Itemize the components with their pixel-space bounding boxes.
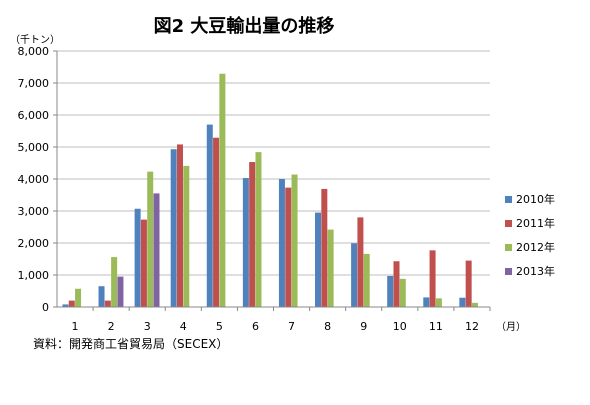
x-tick-labels: 1 2 3 4 5 6 7 8 9 10 11 12 <box>72 320 479 333</box>
legend-label: 2012年 <box>516 240 555 254</box>
y-tick-label: 6,000 <box>18 109 50 122</box>
bar <box>242 178 249 307</box>
chart-title: 図2 大豆輸出量の推移 <box>154 15 335 37</box>
bar <box>219 73 226 307</box>
bar <box>104 300 111 307</box>
legend-label: 2010年 <box>516 192 555 206</box>
x-axis-unit: （月） <box>496 321 526 333</box>
y-tick-label: 4,000 <box>18 173 50 186</box>
bar <box>249 162 256 307</box>
y-tick-label: 0 <box>42 301 49 314</box>
x-tick-label: 2 <box>108 320 115 333</box>
bar <box>399 278 406 307</box>
bar <box>423 297 430 307</box>
bar <box>140 219 147 307</box>
bar <box>387 275 394 307</box>
x-tick-label: 11 <box>429 320 443 333</box>
x-tick-label: 7 <box>288 320 295 333</box>
bar <box>321 188 328 307</box>
bar <box>134 208 141 307</box>
bar <box>327 229 334 307</box>
legend: 2010年 2011年 2012年 2013年 <box>505 192 555 278</box>
bar <box>153 193 160 307</box>
bar <box>75 288 82 307</box>
legend-swatch <box>505 244 512 251</box>
x-tick-label: 3 <box>144 320 151 333</box>
bar <box>435 298 442 307</box>
bar <box>183 165 190 307</box>
bar <box>170 149 177 307</box>
bar <box>315 212 322 307</box>
bar <box>117 276 124 307</box>
bar <box>213 137 220 307</box>
legend-label: 2013年 <box>516 264 555 278</box>
bar <box>68 300 75 307</box>
source-note: 資料：開発商工省貿易局（SECEX） <box>33 336 228 351</box>
legend-swatch <box>505 196 512 203</box>
bar <box>429 250 436 307</box>
x-tick-label: 8 <box>324 320 331 333</box>
gridlines <box>53 50 490 308</box>
legend-label: 2011年 <box>516 216 555 230</box>
bar <box>62 304 69 307</box>
y-tick-labels: 0 1,000 2,000 3,000 4,000 5,000 6,000 7,000 8,00… <box>18 45 50 314</box>
legend-swatch <box>505 268 512 275</box>
x-tick-label: 5 <box>216 320 223 333</box>
x-tick-label: 6 <box>252 320 259 333</box>
bar <box>351 243 358 307</box>
bar <box>285 187 292 307</box>
y-tick-label: 1,000 <box>18 269 50 282</box>
bar <box>471 302 478 307</box>
bar <box>278 179 285 307</box>
y-tick-label: 8,000 <box>18 45 50 58</box>
bar <box>206 124 213 307</box>
y-tick-label: 3,000 <box>18 205 50 218</box>
bar <box>111 257 118 307</box>
y-tick-label: 5,000 <box>18 141 50 154</box>
y-tick-label: 7,000 <box>18 77 50 90</box>
bar <box>357 217 364 307</box>
x-tick-label: 1 <box>72 320 79 333</box>
bar <box>459 297 466 307</box>
axes <box>56 51 491 311</box>
bar <box>363 253 370 307</box>
bar <box>393 261 400 307</box>
bar <box>147 171 154 307</box>
bar <box>255 152 262 307</box>
x-tick-label: 12 <box>465 320 479 333</box>
y-axis-unit: （千トン） <box>10 34 60 46</box>
bar <box>465 260 472 307</box>
x-tick-label: 9 <box>360 320 367 333</box>
x-tick-label: 4 <box>180 320 187 333</box>
bar <box>176 144 183 307</box>
x-tick-label: 10 <box>393 320 407 333</box>
bar <box>98 286 105 307</box>
bars <box>62 73 478 307</box>
y-tick-label: 2,000 <box>18 237 50 250</box>
bar <box>291 174 298 307</box>
legend-swatch <box>505 220 512 227</box>
